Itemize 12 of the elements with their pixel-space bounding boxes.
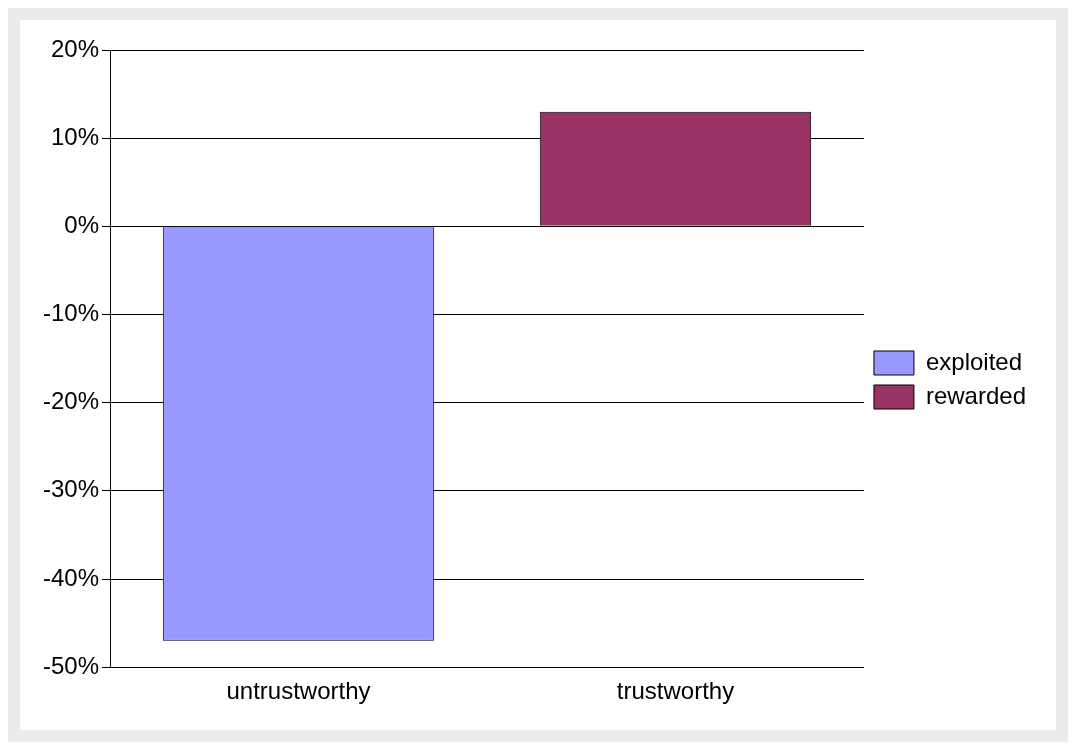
x-tick-label: untrustworthy	[226, 677, 371, 705]
y-tick-label: -50%	[43, 651, 100, 679]
y-tick-label: 10%	[50, 122, 100, 150]
legend-label: rewarded	[925, 381, 1027, 409]
y-tick-label: -30%	[43, 475, 100, 503]
y-tick-label: -20%	[43, 387, 100, 415]
legend-label: exploited	[925, 347, 1023, 375]
y-tick-label: -40%	[43, 563, 100, 591]
y-tick-label: 0%	[64, 210, 100, 238]
y-tick-label: 20%	[50, 34, 100, 62]
y-tick-label: -10%	[43, 299, 100, 327]
x-tick-label: trustworthy	[616, 677, 735, 705]
